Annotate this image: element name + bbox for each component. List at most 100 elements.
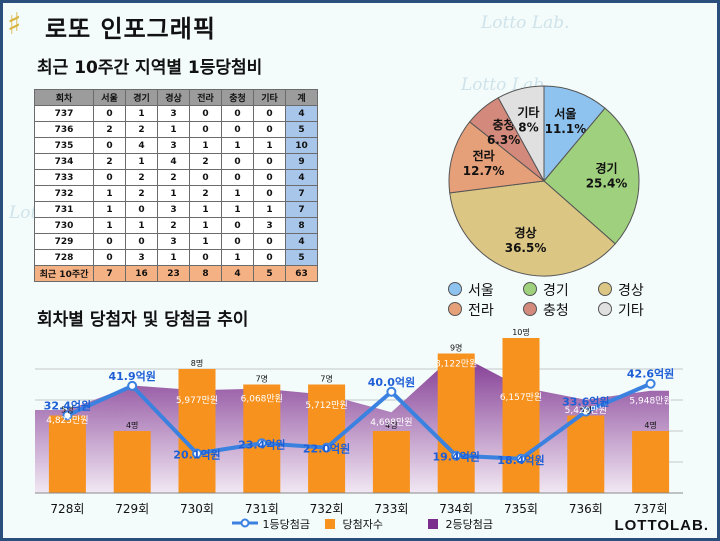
table-cell: 0 <box>189 249 222 266</box>
table-cell: 731 <box>34 201 94 218</box>
line-series-1st-prize <box>66 381 652 461</box>
legend-swatch <box>523 282 537 296</box>
table-cell: 1 <box>157 185 190 202</box>
bar-series-icon <box>325 519 335 529</box>
bar-data-label: 9명 <box>450 343 462 353</box>
table-cell: 0 <box>93 105 126 122</box>
legend-label: 당첨자수 <box>342 518 383 531</box>
table-cell: 0 <box>253 185 286 202</box>
column-header: 회차 <box>34 89 94 106</box>
table-cell: 1 <box>125 153 158 170</box>
pie-legend-item: 기타 <box>598 300 644 320</box>
table-title: 최근 10주간 지역별 1등당첨비 <box>37 58 263 78</box>
table-cell: 0 <box>125 201 158 218</box>
table-cell: 0 <box>93 137 126 154</box>
bar-data-label: 7명 <box>256 374 268 384</box>
table-cell: 0 <box>189 121 222 138</box>
pie-slice <box>448 121 546 194</box>
table-cell: 10 <box>285 137 318 154</box>
pie-slice-value: 6.3% <box>487 133 520 147</box>
x-tick-label: 737회 <box>634 502 668 516</box>
x-tick-label: 735회 <box>504 502 538 516</box>
line-point <box>386 386 397 397</box>
bar-data-label: 7명 <box>320 374 332 384</box>
pie-legend-item: 경상 <box>598 280 644 300</box>
table-cell: 1 <box>93 185 126 202</box>
line-data-label: 18.4억원 <box>497 453 544 467</box>
pie-slice-label: 경상 <box>515 225 537 240</box>
legend-label: 경기 <box>543 283 569 299</box>
pie-slice <box>449 180 616 277</box>
table-cell: 1 <box>221 249 254 266</box>
summary-cell: 63 <box>285 265 318 282</box>
bar-winners <box>437 353 475 493</box>
table-cell: 1 <box>253 137 286 154</box>
column-header: 서울 <box>93 89 126 106</box>
table-header-row: 회차 서울 경기 경상 전라 충청 기타 계 <box>34 89 318 106</box>
table-cell: 2 <box>157 169 190 186</box>
pie-slice-label: 서울 <box>554 106 576 121</box>
legend-label: 충청 <box>543 303 569 319</box>
table-row: 734 2 1 4 2 0 0 9 <box>34 153 318 170</box>
line-data-label: 23.4억원 <box>238 437 285 451</box>
table-cell: 736 <box>34 121 94 138</box>
bar-data-label: 4명 <box>385 420 397 430</box>
table-cell: 1 <box>221 137 254 154</box>
table-cell: 1 <box>189 233 222 250</box>
table-cell: 0 <box>253 249 286 266</box>
summary-cell: 4 <box>221 265 254 282</box>
table-cell: 2 <box>125 185 158 202</box>
table-cell: 728 <box>34 249 94 266</box>
bar-data-label: 8명 <box>191 358 203 368</box>
line-data-label: 19.4억원 <box>433 450 480 464</box>
line-data-label: 33.6억원 <box>562 395 609 409</box>
table-cell: 0 <box>93 169 126 186</box>
table-cell: 0 <box>221 121 254 138</box>
table-cell: 1 <box>189 201 222 218</box>
table-cell: 4 <box>157 153 190 170</box>
table-cell: 9 <box>285 153 318 170</box>
x-tick-label: 732회 <box>310 502 344 516</box>
legend-label: 서울 <box>468 283 494 299</box>
pie-slice-value: 11.1% <box>545 122 587 136</box>
line-point <box>127 380 138 391</box>
table-cell: 3 <box>125 249 158 266</box>
legend-swatch <box>598 302 612 316</box>
table-cell: 2 <box>157 217 190 234</box>
bar-data-label: 10명 <box>512 328 530 337</box>
table-cell: 5 <box>285 121 318 138</box>
column-header: 전라 <box>189 89 222 106</box>
winners-trend-chart: 5명 4명 8명 7명 7명 4명 9명 10명 5명 4명 4,825만원 5,977만원 6,068… <box>35 328 683 516</box>
bar-data-label: 4명 <box>126 420 138 430</box>
area-data-label: 5,977만원 <box>176 395 218 406</box>
line-point <box>451 450 462 461</box>
bar-winners <box>178 369 216 493</box>
table-cell: 1 <box>93 201 126 218</box>
table-cell: 1 <box>189 217 222 234</box>
line-point <box>321 442 332 453</box>
column-header: 충청 <box>221 89 254 106</box>
pie-slice-value: 12.7% <box>463 164 505 178</box>
legend-item-area: 2등당첨금 <box>428 516 493 532</box>
area-data-label: 4,825만원 <box>46 415 88 426</box>
area-data-label: 5,948만원 <box>629 396 671 407</box>
legend-label: 기타 <box>618 303 644 319</box>
pie-slice <box>497 85 545 182</box>
summary-cell: 최근 10주간 <box>34 265 94 282</box>
table-cell: 0 <box>253 153 286 170</box>
table-cell: 3 <box>157 201 190 218</box>
legend-label: 2등당첨금 <box>445 518 493 531</box>
table-cell: 8 <box>285 217 318 234</box>
bar-data-label: 4명 <box>644 420 656 430</box>
table-cell: 7 <box>285 201 318 218</box>
table-cell: 2 <box>125 169 158 186</box>
table-cell: 0 <box>93 249 126 266</box>
line-data-label: 40.0억원 <box>368 375 415 389</box>
table-cell: 1 <box>253 201 286 218</box>
summary-cell: 7 <box>93 265 126 282</box>
table-cell: 730 <box>34 217 94 234</box>
table-cell: 5 <box>285 249 318 266</box>
table-cell: 0 <box>253 169 286 186</box>
table-cell: 0 <box>221 169 254 186</box>
